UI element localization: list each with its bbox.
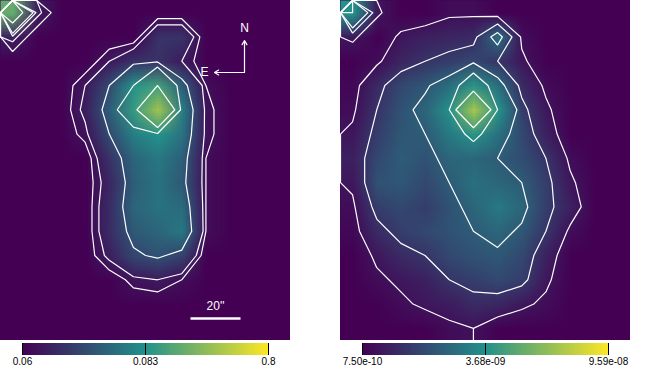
svg-text:20'': 20'' — [207, 299, 225, 313]
svg-text:7.50e-10: 7.50e-10 — [343, 356, 383, 367]
svg-text:0.06: 0.06 — [13, 356, 33, 367]
svg-text:0.8: 0.8 — [262, 356, 276, 367]
svg-text:9.59e-08: 9.59e-08 — [589, 356, 629, 367]
svg-text:3.68e-09: 3.68e-09 — [466, 356, 506, 367]
svg-text:N: N — [240, 21, 249, 35]
svg-text:E: E — [200, 65, 208, 79]
svg-text:0.083: 0.083 — [133, 356, 158, 367]
